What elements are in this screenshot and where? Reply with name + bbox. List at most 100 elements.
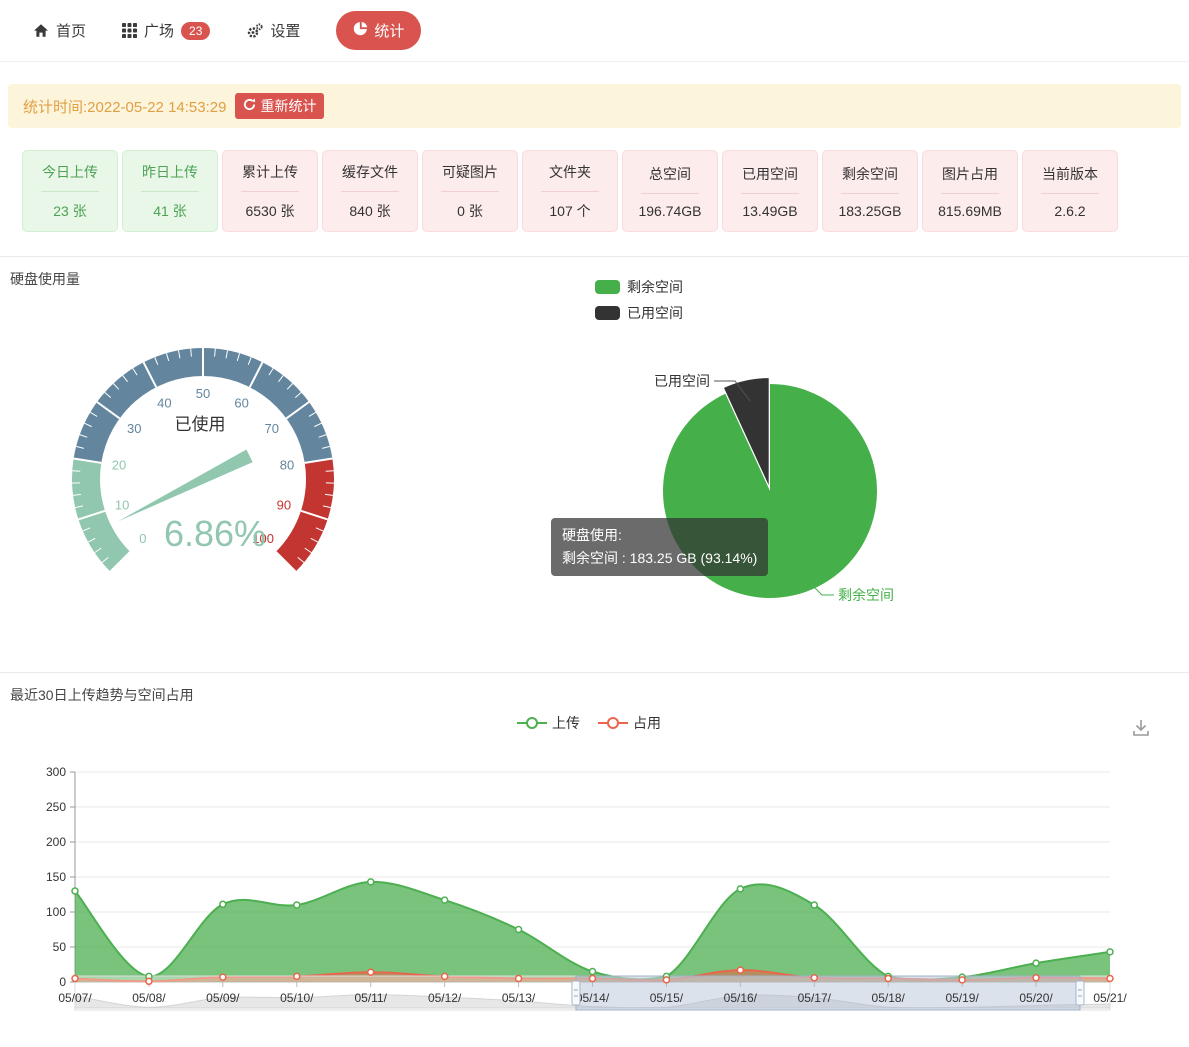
svg-text:05/08/: 05/08/ <box>132 991 166 1005</box>
svg-text:10: 10 <box>115 497 129 512</box>
svg-text:90: 90 <box>277 497 291 512</box>
nav-item-plaza[interactable]: 广场 23 <box>122 20 211 41</box>
legend-swatch <box>595 280 620 294</box>
disk-gauge-chart: 0 10 20 30 40 50 60 70 80 90 100 已使用 6.86% <box>71 347 334 573</box>
stat-card-divider <box>441 190 499 192</box>
svg-text:已用空间: 已用空间 <box>654 373 710 389</box>
plaza-count-badge: 23 <box>181 21 211 40</box>
stat-card-value: 0 张 <box>457 202 483 219</box>
stat-card-title: 当前版本 <box>1042 165 1098 182</box>
stat-card-divider <box>941 192 999 194</box>
stat-card-divider <box>241 190 299 192</box>
svg-text:05/13/: 05/13/ <box>502 991 536 1005</box>
stat-card: 已用空间 13.49GB <box>722 150 818 232</box>
svg-text:200: 200 <box>46 835 66 849</box>
svg-text:50: 50 <box>196 386 210 401</box>
stat-card-title: 昨日上传 <box>142 163 198 180</box>
navbar: 首页 广场 23 设置 <box>0 0 1189 62</box>
stat-card-value: 2.6.2 <box>1054 202 1086 219</box>
svg-text:05/16/: 05/16/ <box>724 991 758 1005</box>
svg-text:05/15/: 05/15/ <box>650 991 684 1005</box>
section-title-trend: 最近30日上传趋势与空间占用 <box>10 687 194 703</box>
svg-text:05/19/: 05/19/ <box>945 991 979 1005</box>
nav-item-stats-active[interactable]: 统计 <box>336 11 422 50</box>
svg-text:30: 30 <box>127 421 141 436</box>
stat-card-value: 41 张 <box>153 202 187 219</box>
svg-text:70: 70 <box>265 421 279 436</box>
refresh-icon <box>243 98 256 114</box>
stat-card-value: 196.74GB <box>638 202 702 219</box>
stat-card-value: 840 张 <box>349 202 391 219</box>
svg-text:100: 100 <box>46 905 66 919</box>
stat-card-value: 13.49GB <box>742 202 798 219</box>
svg-text:80: 80 <box>280 458 294 473</box>
trend-area-chart[interactable]: 0 50 100 150 200 250 300 05/07/05/08/05/09/05/1… <box>0 751 1189 1043</box>
home-icon <box>33 23 49 38</box>
stat-card-divider <box>1041 192 1099 194</box>
stat-card-title: 累计上传 <box>242 163 298 180</box>
stats-time-banner: 统计时间:2022-05-22 14:53:29 重新统计 <box>8 84 1181 128</box>
svg-text:300: 300 <box>46 765 66 779</box>
legend-label: 上传 <box>552 715 580 731</box>
disk-usage-section: 硬盘使用量 0 10 20 30 40 50 60 70 80 90 100 已使用 6.86% 剩余空… <box>0 257 1189 672</box>
stat-card-divider <box>841 192 899 194</box>
trend-legend: 上传 占用 <box>517 713 661 733</box>
svg-text:05/18/: 05/18/ <box>872 991 906 1005</box>
svg-text:20: 20 <box>112 458 126 473</box>
nav-item-label: 广场 <box>144 23 175 40</box>
nav-item-label: 首页 <box>56 23 87 40</box>
download-icon[interactable] <box>1130 717 1152 744</box>
recount-button[interactable]: 重新统计 <box>235 93 325 119</box>
svg-text:05/20/: 05/20/ <box>1019 991 1053 1005</box>
recount-button-label: 重新统计 <box>260 98 317 114</box>
stat-card: 图片占用 815.69MB <box>922 150 1018 232</box>
pie-legend: 剩余空间已用空间 <box>595 274 683 326</box>
nav-item-label: 统计 <box>374 23 405 40</box>
stat-card-divider <box>641 192 699 194</box>
stat-card-value: 107 个 <box>549 202 591 219</box>
stat-card: 昨日上传 41 张 <box>122 150 218 232</box>
trend-legend-item[interactable]: 上传 <box>517 713 580 733</box>
svg-text:6.86%: 6.86% <box>164 513 266 554</box>
svg-text:05/09/: 05/09/ <box>206 991 240 1005</box>
legend-label: 占用 <box>633 715 661 731</box>
svg-text:100: 100 <box>252 531 274 546</box>
stat-card-divider <box>341 190 399 192</box>
stat-card: 当前版本 2.6.2 <box>1022 150 1118 232</box>
section-title-disk: 硬盘使用量 <box>10 271 80 287</box>
stat-card: 剩余空间 183.25GB <box>822 150 918 232</box>
stat-card-title: 剩余空间 <box>842 165 898 182</box>
pie-legend-item[interactable]: 已用空间 <box>595 300 683 326</box>
svg-text:05/11/: 05/11/ <box>354 991 387 1005</box>
svg-text:0: 0 <box>139 531 146 546</box>
svg-text:剩余空间: 剩余空间 <box>838 587 894 603</box>
pie-legend-item[interactable]: 剩余空间 <box>595 274 683 300</box>
divider <box>0 672 1189 673</box>
grid-icon <box>122 23 138 38</box>
stat-card-divider <box>41 190 99 192</box>
legend-label: 已用空间 <box>627 305 683 321</box>
stats-time-text: 统计时间:2022-05-22 14:53:29 <box>23 98 227 116</box>
svg-text:0: 0 <box>59 975 66 989</box>
stat-card-value: 815.69MB <box>938 202 1002 219</box>
gears-icon <box>246 22 264 39</box>
nav-item-settings[interactable]: 设置 <box>246 20 300 41</box>
stat-cards: 今日上传 23 张 昨日上传 41 张 累计上传 6530 张 缓存文件 840 张 可疑图片 0… <box>22 150 1189 232</box>
svg-text:50: 50 <box>53 940 67 954</box>
nav-item-home[interactable]: 首页 <box>33 20 86 41</box>
pie-chart-icon <box>353 21 368 40</box>
stat-card-divider <box>141 190 199 192</box>
svg-text:已使用: 已使用 <box>175 414 226 434</box>
upload-trend-section: 最近30日上传趋势与空间占用 上传 占用 0 50 100 150 200 250 300 0… <box>0 673 1189 1047</box>
stat-card: 缓存文件 840 张 <box>322 150 418 232</box>
svg-text:05/14/: 05/14/ <box>576 991 610 1005</box>
legend-swatch <box>595 306 620 320</box>
trend-legend-item[interactable]: 占用 <box>598 713 661 733</box>
nav-item-label: 设置 <box>270 23 301 40</box>
line-legend-icon <box>517 717 547 729</box>
svg-text:05/12/: 05/12/ <box>428 991 462 1005</box>
pie-tooltip: 硬盘使用: 剩余空间 : 183.25 GB (93.14%) <box>551 518 769 576</box>
stat-card: 文件夹 107 个 <box>522 150 618 232</box>
pie-tooltip-value: 剩余空间 : 183.25 GB (93.14%) <box>562 550 758 566</box>
